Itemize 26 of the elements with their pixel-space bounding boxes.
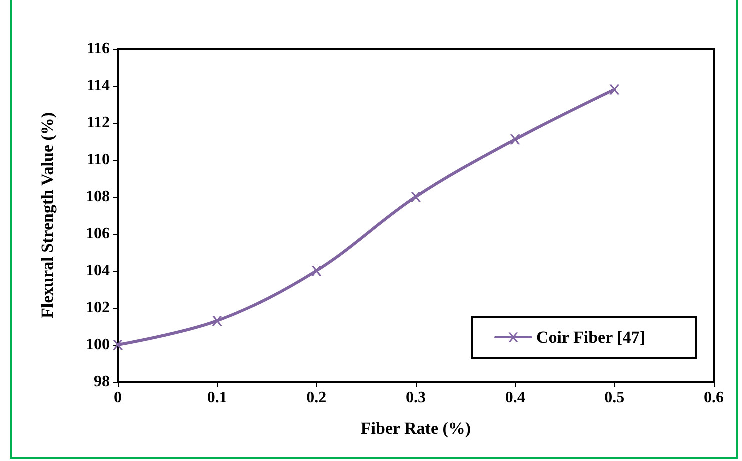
y-tick-label: 112 — [86, 114, 110, 132]
legend-label: Coir Fiber [47] — [536, 328, 646, 347]
y-tick-label: 102 — [86, 300, 110, 316]
y-tick-label: 104 — [86, 262, 110, 280]
y-tick-label: 110 — [86, 152, 110, 168]
y-tick-label: 114 — [86, 78, 110, 94]
x-tick-label: 0.2 — [306, 390, 327, 406]
point — [113, 340, 123, 350]
x-tick-label: 0 — [114, 390, 122, 406]
point — [510, 134, 520, 145]
x-tick-label: 0.3 — [406, 390, 426, 406]
y-axis-title: Flexural Strength Value (%) — [38, 112, 57, 319]
y-tick-label: 108 — [86, 188, 110, 206]
y-tick-label: 98 — [94, 374, 110, 390]
y-tick-label: 106 — [86, 226, 110, 242]
x-axis-title: Fiber Rate (%) — [360, 419, 472, 438]
x-tick-label: 0.4 — [505, 390, 526, 406]
point — [411, 192, 421, 202]
point — [312, 266, 322, 276]
y-tick-label: 100 — [86, 336, 110, 354]
x-tick-label: 0.5 — [604, 390, 625, 406]
x-tick-label: 0.6 — [704, 390, 724, 406]
point — [212, 316, 222, 326]
x-tick-label: 0.1 — [207, 390, 228, 406]
y-tick-label: 116 — [86, 40, 110, 58]
point — [610, 84, 620, 95]
